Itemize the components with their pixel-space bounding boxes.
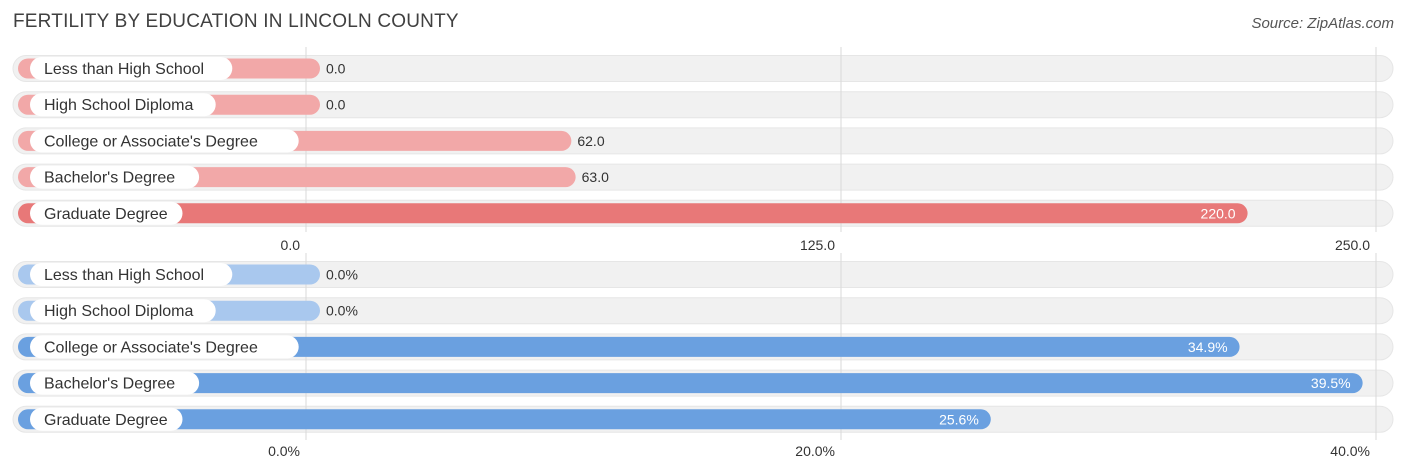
percent-category-pill — [30, 263, 233, 286]
fertility-category-pill — [30, 129, 299, 153]
fertility-tick-label: 250.0 — [1335, 237, 1370, 253]
fertility-value-label: 220.0 — [1201, 205, 1236, 221]
fertility-category-label: Less than High School — [44, 61, 204, 78]
percent-bar — [18, 336, 1240, 357]
fertility-category-label: Graduate Degree — [44, 206, 168, 223]
percent-value-label: 25.6% — [939, 411, 979, 427]
fertility-category-label: Bachelor's Degree — [44, 170, 175, 187]
fertility-category-label: High School Diploma — [44, 97, 194, 114]
percent-tick-label: 40.0% — [1330, 443, 1370, 459]
percent-category-label: College or Associate's Degree — [44, 339, 258, 356]
percent-bar — [18, 409, 991, 430]
percent-value-label: 39.5% — [1311, 375, 1351, 391]
source-label: Source: ZipAtlas.com — [1251, 15, 1394, 32]
fertility-tick-label: 125.0 — [800, 237, 835, 253]
fertility-row-bg — [12, 55, 1394, 82]
fertility-value-label: 0.0 — [326, 97, 346, 113]
percent-category-label: Less than High School — [44, 267, 204, 284]
fertility-category-label: College or Associate's Degree — [44, 133, 258, 150]
fertility-value-label: 63.0 — [582, 169, 609, 185]
fertility-category-pill — [30, 201, 183, 225]
fertility-category-pill — [30, 57, 233, 80]
percent-category-label: High School Diploma — [44, 303, 194, 320]
percent-category-pill — [30, 407, 183, 431]
percent-category-label: Bachelor's Degree — [44, 376, 175, 393]
fertility-value-label: 62.0 — [577, 133, 604, 149]
percent-row-bg — [12, 297, 1394, 325]
percent-value-label: 34.9% — [1188, 339, 1228, 355]
percent-category-pill — [30, 371, 200, 395]
percent-tick-label: 0.0% — [268, 443, 300, 459]
percent-tick-label: 20.0% — [795, 443, 835, 459]
percent-value-label: 0.0% — [326, 303, 358, 319]
fertility-value-label: 0.0 — [326, 61, 346, 77]
percent-category-label: Graduate Degree — [44, 412, 168, 429]
fertility-tick-label: 0.0 — [281, 237, 301, 253]
percent-category-pill — [30, 335, 299, 359]
fertility-category-pill — [30, 93, 216, 117]
percent-row-bg — [12, 261, 1394, 288]
percent-value-label: 0.0% — [326, 267, 358, 283]
fertility-row-bg — [12, 91, 1394, 119]
fertility-bar — [18, 203, 1248, 224]
chart-title: FERTILITY BY EDUCATION IN LINCOLN COUNTY — [13, 11, 459, 32]
fertility-category-pill — [30, 165, 200, 189]
percent-category-pill — [30, 299, 216, 323]
percent-bar — [18, 373, 1363, 394]
